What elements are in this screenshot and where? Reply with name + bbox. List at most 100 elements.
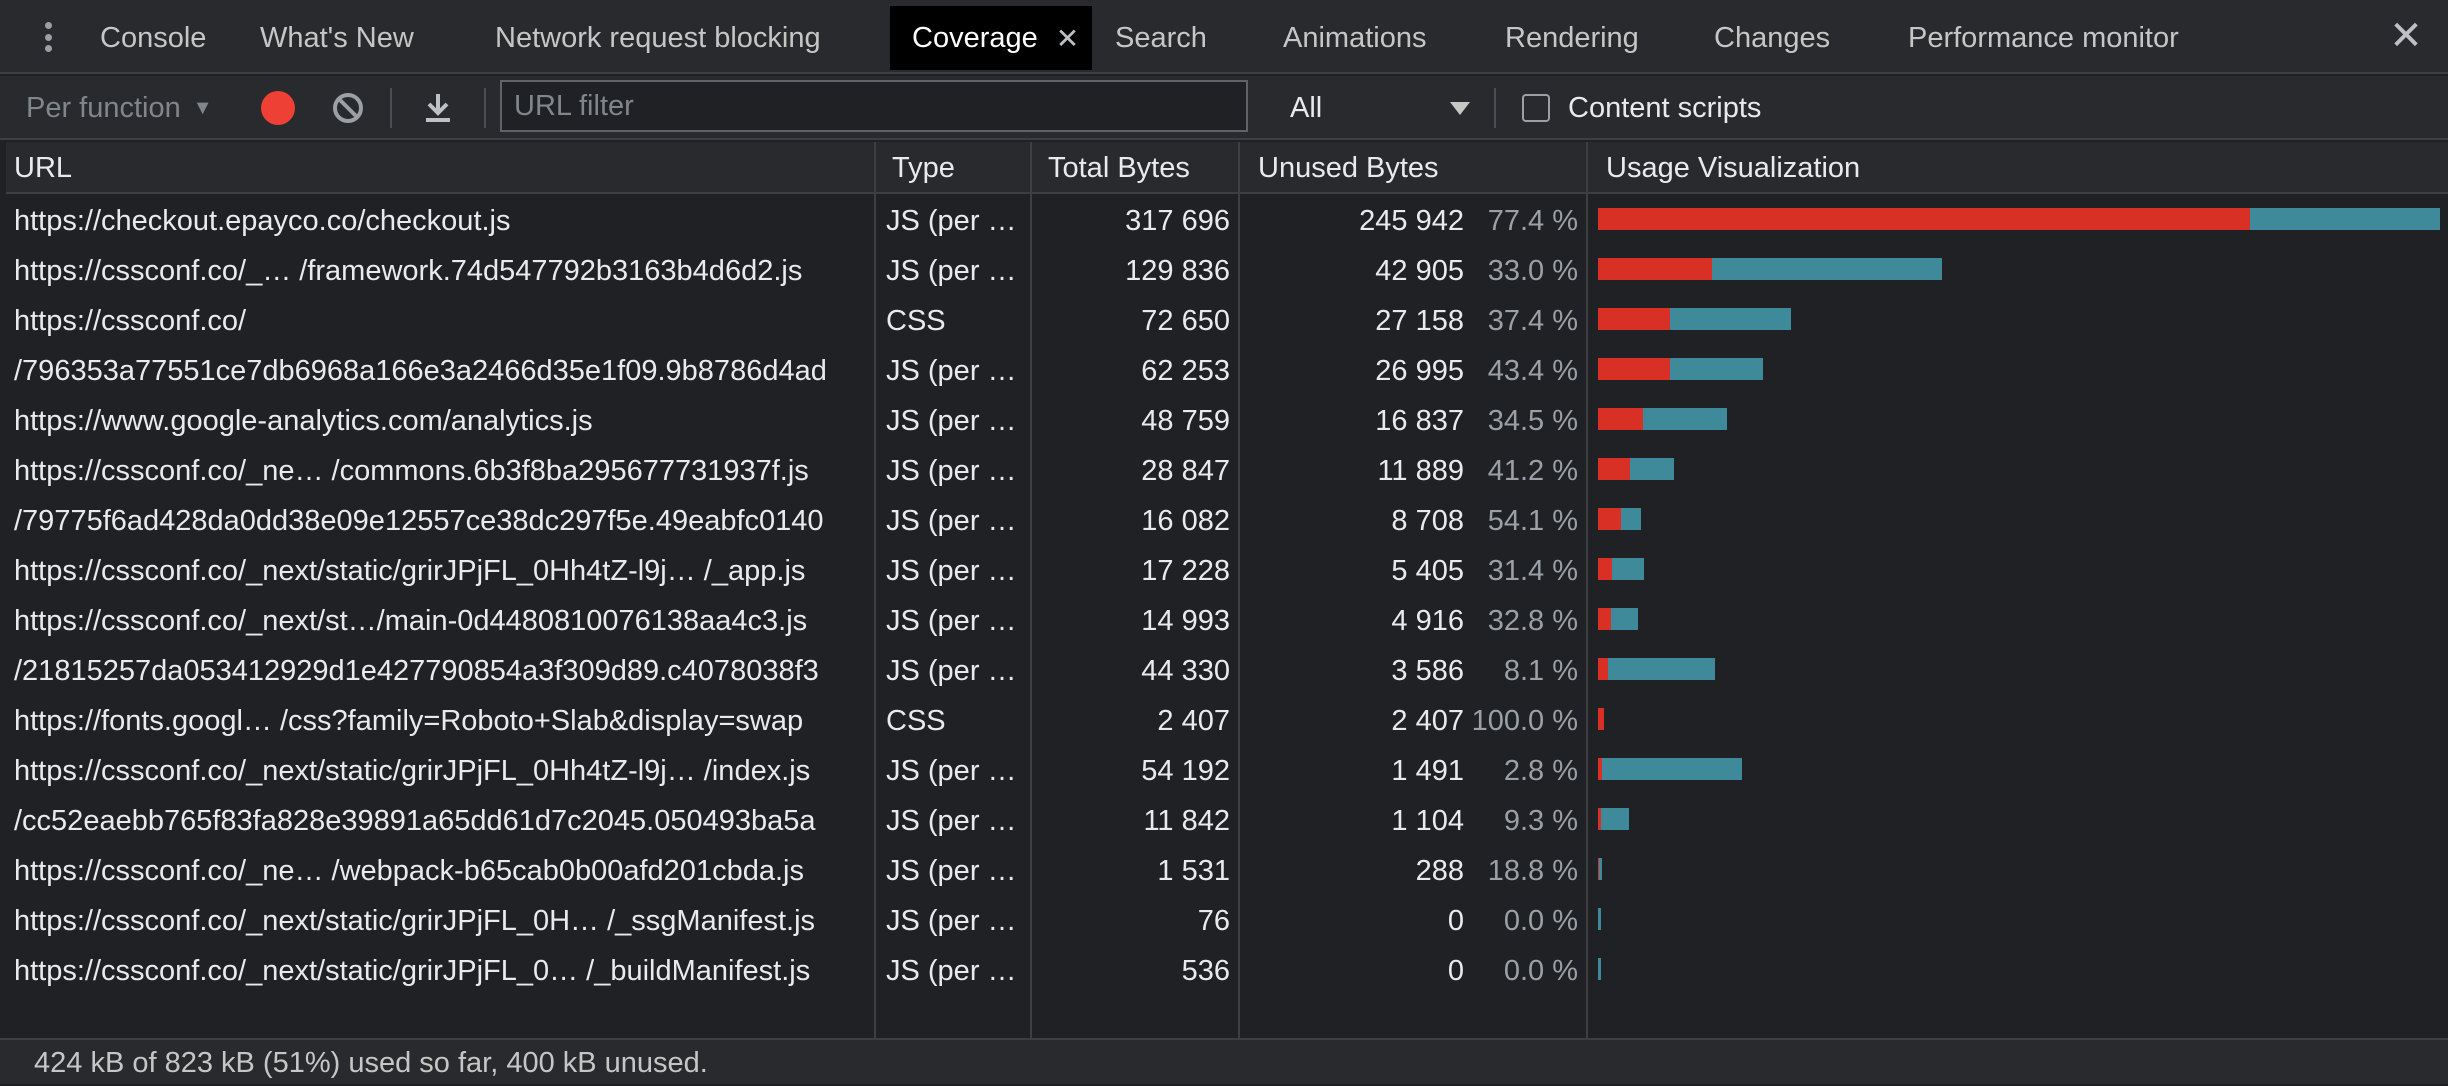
column-header-url[interactable]: URL [14, 152, 73, 184]
type-cell: JS (per … [886, 555, 1017, 587]
table-row[interactable]: https://fonts.googl… /css?family=Roboto+… [6, 696, 2448, 746]
unused-bytes-cell: 11 889 [1377, 455, 1464, 487]
content-scripts-checkbox[interactable]: Content scripts [1522, 76, 1761, 140]
table-row[interactable]: https://cssconf.co/_next/static/grirJPjF… [6, 546, 2448, 596]
tab-performance-monitor[interactable]: Performance monitor [1908, 6, 2179, 70]
unused-percent-cell: 31.4 % [1487, 555, 1578, 587]
type-cell: JS (per … [886, 655, 1017, 687]
type-cell: JS (per … [886, 205, 1017, 237]
usage-bar [1598, 358, 1763, 380]
type-cell: JS (per … [886, 805, 1017, 837]
unused-percent-cell: 54.1 % [1487, 505, 1578, 537]
tab-label: Performance monitor [1908, 21, 2179, 54]
usage-bar [1598, 558, 1644, 580]
tab-label: Rendering [1505, 21, 1639, 54]
checkbox-icon [1522, 94, 1550, 122]
type-cell: JS (per … [886, 355, 1017, 387]
table-row[interactable]: https://cssconf.co/_ne… /commons.6b3f8ba… [6, 446, 2448, 496]
tab-label: Changes [1714, 21, 1831, 54]
tab-search[interactable]: Search [1115, 6, 1207, 70]
close-icon[interactable]: ✕ [2389, 14, 2423, 58]
table-row[interactable]: https://cssconf.co/_next/static/grirJPjF… [6, 896, 2448, 946]
unused-bytes-bar [1598, 258, 1712, 280]
column-header-unused-bytes[interactable]: Unused Bytes [1258, 152, 1439, 184]
table-row[interactable]: https://checkout.epayco.co/checkout.js JS… [6, 196, 2448, 246]
type-cell: JS (per … [886, 905, 1017, 937]
tab-changes[interactable]: Changes [1714, 6, 1830, 70]
unused-percent-cell: 9.3 % [1503, 805, 1578, 837]
table-row[interactable]: https://www.google-analytics.com/analyti… [6, 396, 2448, 446]
close-icon[interactable]: ✕ [1055, 22, 1080, 54]
caret-down-icon: ▼ [192, 96, 213, 119]
url-cell: /79775f6ad428da0dd38e09e12557ce38dc297f5… [14, 505, 824, 537]
table-row[interactable]: https://cssconf.co/_next/st…/main-0d4480… [6, 596, 2448, 646]
unused-bytes-cell: 288 [1415, 855, 1464, 887]
url-cell: https://cssconf.co/ [14, 305, 247, 337]
record-button[interactable] [258, 76, 298, 140]
table-row[interactable]: https://cssconf.co/_next/static/grirJPjF… [6, 946, 2448, 996]
unused-bytes-bar [1598, 608, 1612, 630]
table-row[interactable]: https://cssconf.co/_… /framework.74d5477… [6, 246, 2448, 296]
export-button[interactable] [418, 76, 458, 140]
column-header-usage-visualization[interactable]: Usage Visualization [1606, 152, 1861, 184]
table-row[interactable]: /21815257da053412929d1e427790854a3f309d8… [6, 646, 2448, 696]
unused-bytes-cell: 4 916 [1391, 605, 1464, 637]
total-bytes-cell: 76 [1197, 905, 1230, 937]
unused-bytes-cell: 0 [1447, 905, 1464, 937]
table-row[interactable]: https://cssconf.co/CSS 72 650 27 158 37.4 % [6, 296, 2448, 346]
url-filter-input[interactable] [500, 80, 1248, 132]
unused-percent-cell: 37.4 % [1487, 305, 1578, 337]
tab-rendering[interactable]: Rendering [1505, 6, 1639, 70]
total-bytes-cell: 54 192 [1141, 755, 1230, 787]
unused-percent-cell: 43.4 % [1487, 355, 1578, 387]
tab-console[interactable]: Console [100, 6, 206, 70]
usage-bar [1598, 658, 1716, 680]
used-bytes-bar [1642, 408, 1728, 430]
url-cell: https://cssconf.co/_next/static/grirJPjF… [14, 555, 806, 587]
content-scripts-label: Content scripts [1568, 91, 1762, 124]
table-row[interactable]: /796353a77551ce7db6968a166e3a2466d35e1f0… [6, 346, 2448, 396]
tab-label: Animations [1283, 21, 1427, 54]
resource-type-select[interactable]: All [1290, 76, 1470, 140]
tab-coverage[interactable]: Coverage ✕ [890, 6, 1092, 70]
total-bytes-cell: 62 253 [1141, 355, 1230, 387]
column-header-type[interactable]: Type [892, 152, 955, 184]
unused-bytes-cell: 3 586 [1391, 655, 1464, 687]
unused-bytes-cell: 0 [1447, 955, 1464, 987]
usage-bar [1598, 708, 1605, 730]
used-bytes-bar [1669, 308, 1791, 330]
unused-bytes-bar [1598, 458, 1630, 480]
total-bytes-cell: 317 696 [1125, 205, 1230, 237]
table-row[interactable]: /79775f6ad428da0dd38e09e12557ce38dc297f5… [6, 496, 2448, 546]
total-bytes-cell: 129 836 [1125, 255, 1230, 287]
column-divider [1586, 142, 1588, 1038]
used-bytes-bar [1669, 358, 1763, 380]
column-header-total-bytes[interactable]: Total Bytes [1048, 152, 1190, 184]
coverage-toolbar: Per function ▼ All Content scripts [0, 76, 2448, 140]
tab-whats-new[interactable]: What's New [260, 6, 414, 70]
clear-button[interactable] [328, 76, 368, 140]
download-icon [426, 94, 450, 122]
column-divider [874, 142, 876, 1038]
tab-label: Network request blocking [495, 21, 821, 54]
more-vertical-icon[interactable] [30, 16, 66, 58]
tab-label: Search [1115, 21, 1207, 54]
unused-bytes-cell: 245 942 [1359, 205, 1464, 237]
usage-bar [1598, 208, 2440, 230]
caret-down-icon [1450, 101, 1470, 115]
table-row[interactable]: /cc52eaebb765f83fa828e39891a65dd61d7c204… [6, 796, 2448, 846]
tab-animations[interactable]: Animations [1283, 6, 1426, 70]
clear-icon [333, 93, 363, 123]
used-bytes-bar [1612, 558, 1644, 580]
coverage-type-select[interactable]: Per function ▼ [26, 76, 213, 140]
tab-network-request-blocking[interactable]: Network request blocking [495, 6, 821, 70]
table-row[interactable]: https://cssconf.co/_next/static/grirJPjF… [6, 746, 2448, 796]
usage-bar [1598, 408, 1728, 430]
table-row[interactable]: https://cssconf.co/_ne… /webpack-b65cab0… [6, 846, 2448, 896]
unused-bytes-bar [1598, 208, 2250, 230]
toolbar-divider [484, 88, 486, 128]
column-divider [1238, 142, 1240, 1038]
unused-bytes-bar [1598, 708, 1605, 730]
total-bytes-cell: 16 082 [1141, 505, 1230, 537]
used-bytes-bar [1621, 508, 1641, 530]
